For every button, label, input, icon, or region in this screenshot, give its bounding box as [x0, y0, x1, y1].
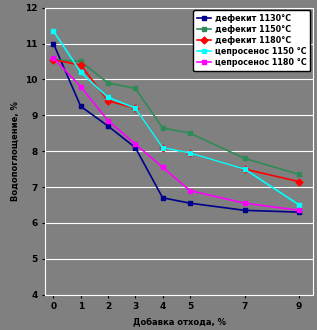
дефекит 1180°С — [297, 180, 301, 183]
Line: дефекит 1150°С: дефекит 1150°С — [51, 57, 301, 177]
Legend: дефекит 1130°С, дефекит 1150°С, дефекит 1180°С, цепросенос 1150 °С, цепросенос 1: дефекит 1130°С, дефекит 1150°С, дефекит … — [193, 10, 310, 71]
цепросенос 1150 °С — [161, 146, 165, 149]
цепросенос 1180 °С — [297, 208, 301, 212]
дефекит 1130°С — [79, 104, 83, 108]
цепросенос 1150 °С — [188, 151, 192, 155]
дефекит 1180°С — [51, 58, 55, 62]
дефекит 1130°С — [133, 146, 137, 149]
дефекит 1130°С — [51, 42, 55, 46]
дефекит 1180°С — [161, 146, 165, 149]
дефекит 1130°С — [243, 208, 246, 212]
цепросенос 1180 °С — [188, 189, 192, 193]
дефекит 1180°С — [133, 106, 137, 110]
Line: дефекит 1130°С: дефекит 1130°С — [51, 41, 301, 214]
цепросенос 1180 °С — [243, 201, 246, 205]
цепросенос 1180 °С — [51, 56, 55, 60]
цепросенос 1150 °С — [243, 167, 246, 171]
дефекит 1130°С — [297, 210, 301, 214]
дефекит 1150°С — [188, 131, 192, 135]
X-axis label: Добавка отхода, %: Добавка отхода, % — [133, 317, 225, 326]
дефекит 1180°С — [79, 63, 83, 67]
дефекит 1150°С — [243, 156, 246, 160]
цепросенос 1180 °С — [133, 142, 137, 146]
цепросенос 1150 °С — [79, 70, 83, 74]
дефекит 1180°С — [106, 99, 110, 103]
цепросенос 1180 °С — [79, 84, 83, 88]
дефекит 1130°С — [161, 196, 165, 200]
Line: цепросенос 1150 °С: цепросенос 1150 °С — [51, 29, 301, 207]
цепросенос 1180 °С — [161, 165, 165, 169]
дефекит 1130°С — [188, 201, 192, 205]
цепросенос 1150 °С — [133, 106, 137, 110]
Y-axis label: Водопоглощение, %: Водопоглощение, % — [10, 101, 20, 201]
цепросенос 1150 °С — [51, 29, 55, 33]
цепросенос 1150 °С — [297, 203, 301, 207]
Line: дефекит 1180°С: дефекит 1180°С — [51, 57, 301, 184]
дефекит 1150°С — [51, 58, 55, 62]
дефекит 1150°С — [297, 173, 301, 177]
дефекит 1180°С — [243, 167, 246, 171]
дефекит 1130°С — [106, 124, 110, 128]
цепросенос 1150 °С — [106, 95, 110, 99]
дефекит 1150°С — [133, 86, 137, 90]
цепросенос 1180 °С — [106, 119, 110, 123]
дефекит 1150°С — [161, 126, 165, 130]
дефекит 1180°С — [188, 151, 192, 155]
дефекит 1150°С — [79, 59, 83, 63]
дефекит 1150°С — [106, 81, 110, 85]
Line: цепросенос 1180 °С: цепросенос 1180 °С — [51, 55, 301, 213]
